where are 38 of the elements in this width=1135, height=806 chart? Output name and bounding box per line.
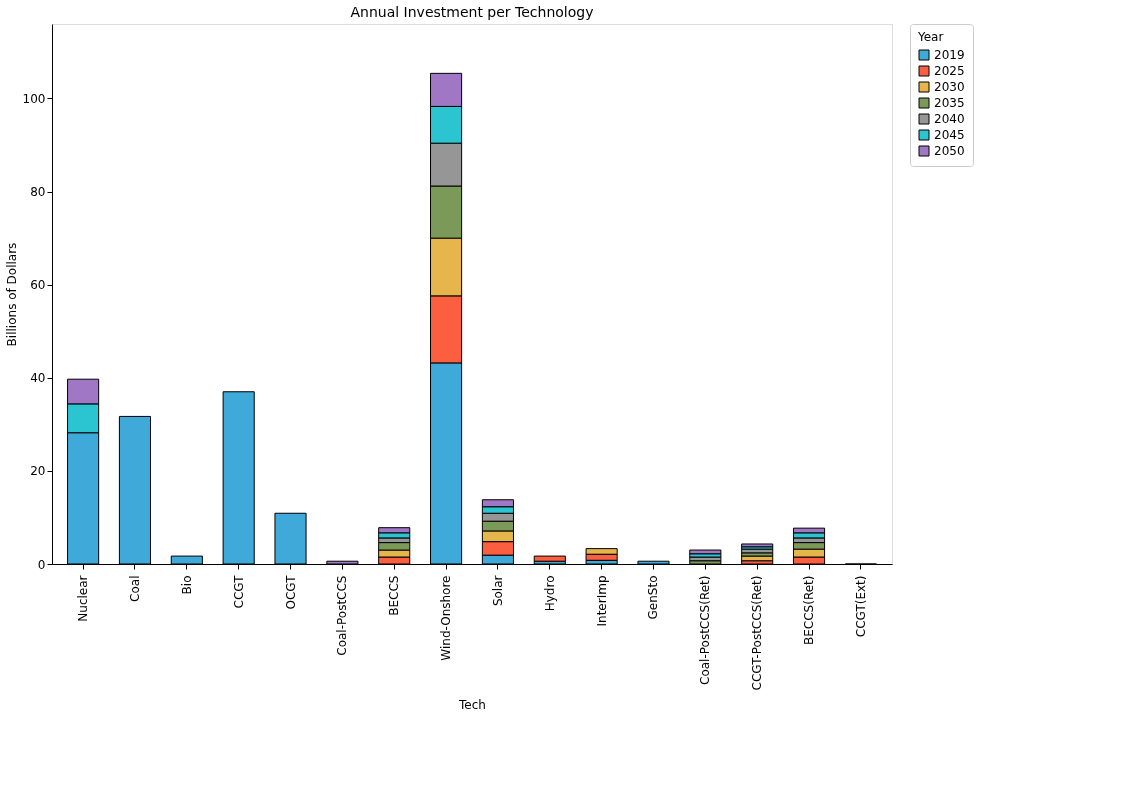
legend-label: 2030 <box>934 80 965 94</box>
x-tick-label: Coal <box>127 575 142 602</box>
bar <box>689 553 722 558</box>
x-tick-label: InterImp <box>594 575 609 627</box>
x-tick-label: Nuclear <box>76 575 91 622</box>
x-tick-label: GenSto <box>646 575 661 620</box>
legend-label: 2040 <box>934 112 965 126</box>
bar <box>533 555 566 562</box>
legend-label: 2050 <box>934 144 965 158</box>
bar <box>741 552 774 557</box>
x-tick-label: Hydro <box>542 575 557 612</box>
x-tick-label: Coal-PostCCS(Ret) <box>698 575 713 685</box>
x-axis-title: Tech <box>458 698 486 713</box>
x-tick-label: Bio <box>179 575 194 595</box>
bar <box>792 532 826 539</box>
legend-title: Year <box>917 30 944 44</box>
bar <box>689 549 722 555</box>
chart-title: Annual Investment per Technology <box>350 3 594 20</box>
x-tick-label: Solar <box>490 575 505 607</box>
y-tick-label: 0 <box>37 557 46 572</box>
x-tick-label: CCGT-PostCCS(Ret) <box>750 575 765 691</box>
y-axis-title: Billions of Dollars <box>4 242 19 347</box>
y-tick-label: 40 <box>30 371 46 386</box>
x-tick-label: BECCS(Ret) <box>802 575 817 645</box>
y-tick-label: 20 <box>30 464 46 479</box>
x-tick-label: Coal-PostCCS <box>335 575 350 656</box>
legend-label: 2025 <box>934 64 965 78</box>
x-tick-label: OCGT <box>283 574 298 610</box>
legend-label: 2019 <box>934 48 965 62</box>
y-tick-label: 80 <box>30 185 46 200</box>
legend-label: 2045 <box>934 128 965 142</box>
x-tick-label: BECCS <box>387 575 402 616</box>
legend-label: 2035 <box>934 96 965 110</box>
y-tick-label: 60 <box>30 278 46 293</box>
x-tick-label: Wind-Onshore <box>439 575 454 661</box>
y-tick-label: 100 <box>22 91 46 106</box>
x-tick-label: CCGT(Ext) <box>853 575 868 638</box>
x-tick-label: CCGT <box>231 574 246 609</box>
